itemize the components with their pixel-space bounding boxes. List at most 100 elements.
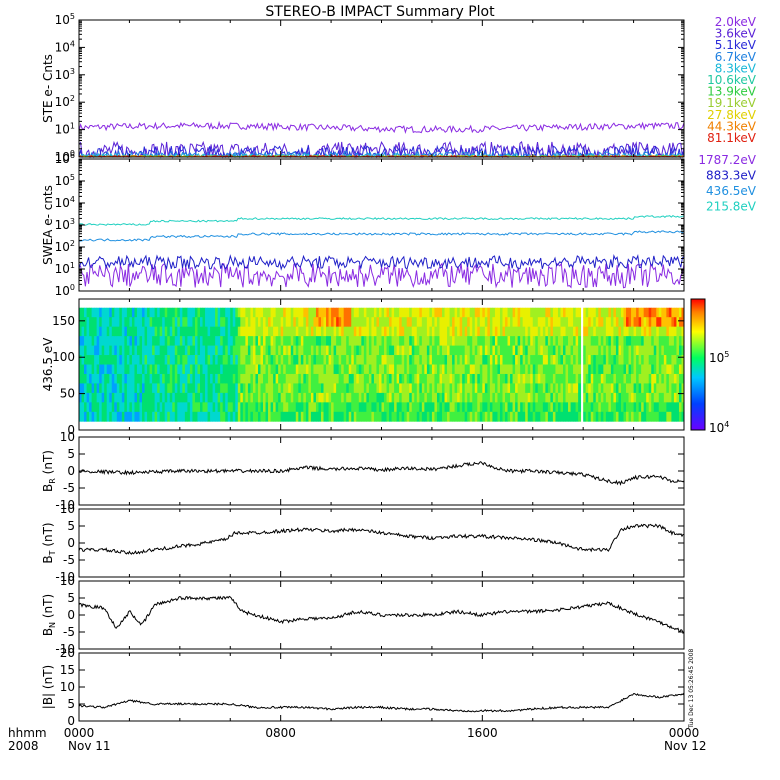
heatmap-cell bbox=[245, 336, 249, 346]
heatmap-cell bbox=[626, 364, 629, 375]
heatmap-cell bbox=[489, 364, 493, 375]
heatmap-cell bbox=[615, 392, 619, 403]
heatmap-cell bbox=[152, 411, 156, 422]
heatmap-cell bbox=[626, 307, 629, 318]
heatmap-cell bbox=[89, 307, 92, 318]
heatmap-cell bbox=[79, 402, 82, 413]
heatmap-cell bbox=[230, 373, 234, 384]
heatmap-cell bbox=[550, 336, 554, 346]
heatmap-cell bbox=[678, 373, 682, 384]
heatmap-cell bbox=[656, 392, 660, 403]
heatmap-cell bbox=[442, 392, 445, 403]
heatmap-cell bbox=[336, 336, 340, 346]
heatmap-cell bbox=[351, 383, 355, 394]
heatmap-cell bbox=[557, 411, 561, 422]
heatmap-cell bbox=[119, 402, 123, 413]
heatmap-cell bbox=[152, 336, 156, 346]
heatmap-cell bbox=[290, 326, 294, 337]
heatmap-cell bbox=[293, 336, 297, 346]
heatmap-cell bbox=[431, 345, 435, 356]
heatmap-cell bbox=[81, 307, 85, 318]
heatmap-cell bbox=[421, 364, 425, 375]
heatmap-cell bbox=[678, 345, 682, 356]
heatmap-cell bbox=[212, 373, 216, 384]
heatmap-cell bbox=[235, 307, 239, 318]
heatmap-cell bbox=[142, 402, 145, 413]
series-line bbox=[79, 230, 685, 242]
heatmap-cell bbox=[361, 326, 365, 337]
heatmap-cell bbox=[449, 355, 453, 365]
heatmap-cell bbox=[96, 326, 100, 337]
heatmap-cell bbox=[636, 326, 640, 337]
heatmap-cell bbox=[646, 392, 650, 403]
heatmap-cell bbox=[212, 307, 216, 318]
heatmap-cell bbox=[358, 392, 362, 403]
heatmap-cell bbox=[257, 345, 261, 356]
heatmap-cell bbox=[293, 317, 297, 328]
heatmap-cell bbox=[308, 336, 312, 346]
heatmap-cell bbox=[116, 326, 120, 337]
heatmap-cell bbox=[439, 345, 443, 356]
heatmap-cell bbox=[482, 373, 486, 384]
heatmap-cell bbox=[232, 345, 236, 356]
heatmap-cell bbox=[290, 392, 294, 403]
colorbar-tick-exp: 4 bbox=[724, 420, 729, 429]
heatmap-cell bbox=[416, 345, 420, 356]
y-tick-label: 102 bbox=[55, 94, 75, 109]
heatmap-cell bbox=[464, 411, 468, 422]
heatmap-cell bbox=[187, 373, 191, 384]
heatmap-cell bbox=[512, 373, 516, 384]
heatmap-cell bbox=[394, 392, 398, 403]
heatmap-cell bbox=[469, 383, 473, 394]
heatmap-cell bbox=[252, 307, 256, 318]
heatmap-cell bbox=[230, 317, 234, 328]
heatmap-cell bbox=[343, 383, 347, 394]
heatmap-cell bbox=[187, 307, 191, 318]
heatmap-cell bbox=[585, 345, 589, 356]
heatmap-cell bbox=[86, 411, 90, 422]
heatmap-cell bbox=[278, 355, 282, 365]
heatmap-cell bbox=[89, 336, 92, 346]
heatmap-cell bbox=[459, 383, 463, 394]
heatmap-cell bbox=[202, 402, 206, 413]
heatmap-cell bbox=[472, 383, 476, 394]
heatmap-cell bbox=[202, 317, 206, 328]
heatmap-cell bbox=[129, 326, 133, 337]
heatmap-cell bbox=[109, 326, 113, 337]
heatmap-cell bbox=[457, 402, 461, 413]
heatmap-cell bbox=[288, 392, 292, 403]
heatmap-cell bbox=[424, 392, 428, 403]
heatmap-cell bbox=[643, 392, 647, 403]
heatmap-cell bbox=[257, 402, 261, 413]
heatmap-cell bbox=[389, 317, 392, 328]
heatmap-cell bbox=[220, 355, 224, 365]
heatmap-cell bbox=[378, 336, 382, 346]
heatmap-cell bbox=[386, 326, 390, 337]
heatmap-cell bbox=[101, 392, 105, 403]
heatmap-cell bbox=[540, 336, 544, 346]
heatmap-cell bbox=[404, 373, 408, 384]
heatmap-cell bbox=[318, 345, 322, 356]
heatmap-cell bbox=[555, 364, 559, 375]
heatmap-cell bbox=[94, 336, 98, 346]
heatmap-cell bbox=[129, 411, 133, 422]
heatmap-cell bbox=[91, 317, 95, 328]
heatmap-cell bbox=[152, 402, 156, 413]
legend-entry: 2.0keV bbox=[715, 15, 757, 29]
heatmap-cell bbox=[499, 402, 503, 413]
heatmap-cell bbox=[215, 373, 219, 384]
heatmap-cell bbox=[482, 355, 486, 365]
heatmap-cell bbox=[429, 402, 433, 413]
heatmap-cell bbox=[215, 392, 219, 403]
heatmap-cell bbox=[220, 411, 224, 422]
heatmap-cell bbox=[361, 307, 365, 318]
heatmap-cell bbox=[537, 317, 541, 328]
heatmap-cell bbox=[641, 345, 645, 356]
heatmap-cell bbox=[358, 364, 362, 375]
heatmap-cell bbox=[300, 411, 304, 422]
heatmap-cell bbox=[247, 336, 251, 346]
heatmap-cell bbox=[245, 392, 249, 403]
heatmap-cell bbox=[189, 355, 193, 365]
heatmap-cell bbox=[595, 411, 599, 422]
heatmap-cell bbox=[157, 364, 161, 375]
